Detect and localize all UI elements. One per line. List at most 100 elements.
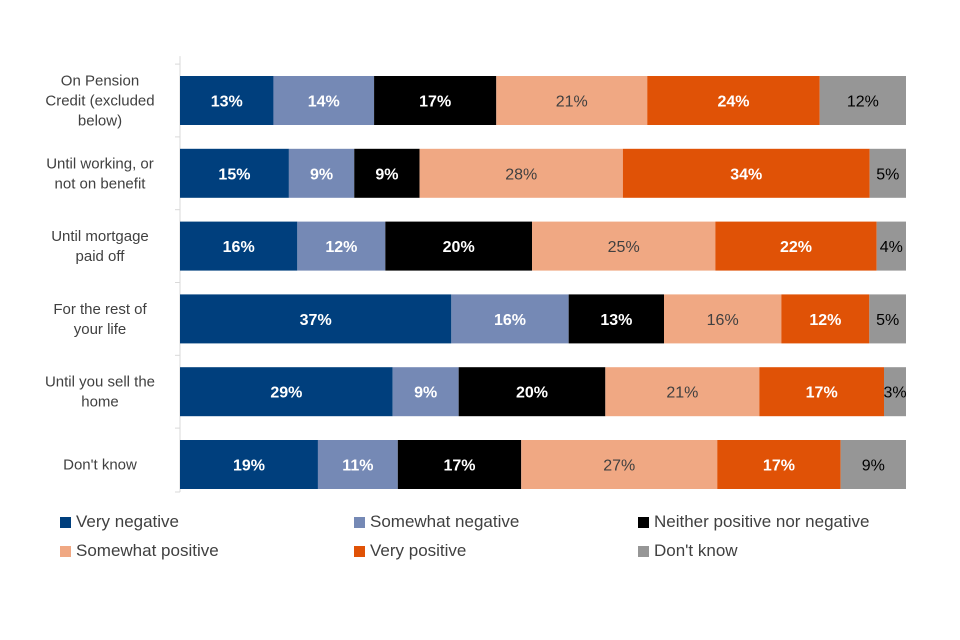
data-label: 15% xyxy=(218,166,250,183)
data-label: 5% xyxy=(876,166,899,183)
data-label: 37% xyxy=(300,312,332,329)
bar-segment xyxy=(392,367,459,417)
bar-segment xyxy=(180,76,274,125)
legend-label: Very negative xyxy=(76,512,180,531)
data-label: 17% xyxy=(763,458,795,475)
bar-segment xyxy=(354,148,420,198)
data-label: 9% xyxy=(310,166,333,183)
bar-segment xyxy=(521,440,718,489)
data-label: 4% xyxy=(880,239,903,256)
category-label: Until mortgage paid off xyxy=(51,228,149,265)
data-label: 24% xyxy=(717,94,749,111)
data-label: 16% xyxy=(494,312,526,329)
legend-swatch xyxy=(60,545,71,557)
data-label: 16% xyxy=(223,239,255,256)
bar-segment xyxy=(568,294,664,344)
bar-segment xyxy=(496,76,648,125)
data-label: 25% xyxy=(608,239,640,256)
bar-segment xyxy=(605,367,760,417)
bar-segment xyxy=(180,367,393,417)
legend-item: Neither positive nor negative xyxy=(638,512,869,532)
data-label: 9% xyxy=(414,385,437,402)
data-label: 12% xyxy=(325,239,357,256)
data-label: 17% xyxy=(806,385,838,402)
data-label: 13% xyxy=(600,312,632,329)
bar-segment xyxy=(180,440,318,489)
category-label: Until working, or not on benefit xyxy=(46,155,154,192)
bar-segment xyxy=(180,294,452,344)
bar-segment xyxy=(385,221,532,271)
data-label: 12% xyxy=(847,94,879,111)
data-label: 9% xyxy=(862,458,885,475)
chart-bars: 13% 14% 17% 21% 24% 12% 15% 9% 9% 28% 34% 5% 16% 12% 2… xyxy=(180,76,907,489)
legend-label: Very positive xyxy=(370,541,467,560)
legend-swatch xyxy=(638,516,649,528)
data-label: 16% xyxy=(707,312,739,329)
data-label: 27% xyxy=(603,458,635,475)
bar-segment xyxy=(273,76,375,125)
bar-segment xyxy=(419,148,623,198)
data-label: 12% xyxy=(809,312,841,329)
bar-segment xyxy=(451,294,569,344)
legend-label: Neither positive nor negative xyxy=(654,512,870,531)
bar-segment xyxy=(288,148,355,198)
category-label: For the rest of your life xyxy=(53,301,147,338)
category-label: Until you sell the home xyxy=(45,374,155,411)
bar-segment xyxy=(622,148,870,198)
data-label: 28% xyxy=(505,166,537,183)
data-label: 21% xyxy=(666,385,698,402)
bar-segment xyxy=(297,221,386,271)
bar-segment xyxy=(759,367,884,417)
data-label: 29% xyxy=(270,385,302,402)
data-label: 22% xyxy=(780,239,812,256)
legend-swatch xyxy=(354,516,365,528)
legend-swatch xyxy=(60,516,71,528)
bar-segment xyxy=(647,76,820,125)
bar-segment xyxy=(374,76,497,125)
bar-segment xyxy=(819,76,906,125)
legend-swatch xyxy=(638,545,649,557)
data-label: 14% xyxy=(308,94,340,111)
chart-axis xyxy=(175,56,181,493)
data-label: 34% xyxy=(730,166,762,183)
data-label: 20% xyxy=(516,385,548,402)
bar-segment xyxy=(715,221,877,271)
bar-segment xyxy=(869,148,906,198)
legend-item: Don't know xyxy=(638,541,738,561)
bar-segment xyxy=(180,148,289,198)
legend-item: Very negative xyxy=(60,512,179,532)
chart-category-labels: On Pension Credit (excluded below) Until wo… xyxy=(45,73,155,474)
bar-segment xyxy=(532,221,716,271)
bar-segment xyxy=(397,440,522,489)
bar-segment xyxy=(180,221,298,271)
legend-label: Don't know xyxy=(654,541,738,560)
bar-segment xyxy=(869,294,906,344)
data-label: 3% xyxy=(883,385,906,402)
data-label: 5% xyxy=(876,312,899,329)
data-label: 9% xyxy=(375,166,398,183)
bar-segment xyxy=(876,221,906,271)
bar-segment xyxy=(884,367,906,417)
data-label: 17% xyxy=(443,458,475,475)
legend-label: Somewhat negative xyxy=(370,512,520,531)
legend-item: Somewhat negative xyxy=(354,512,519,532)
legend-item: Very positive xyxy=(354,541,466,561)
data-label: 19% xyxy=(233,458,265,475)
bar-segment xyxy=(717,440,841,489)
legend-item: Somewhat positive xyxy=(60,541,219,561)
data-label: 11% xyxy=(342,458,373,475)
legend-swatch xyxy=(354,545,365,557)
bar-segment xyxy=(781,294,870,344)
data-label: 20% xyxy=(443,239,475,256)
legend-label: Somewhat positive xyxy=(76,541,219,560)
bar-segment xyxy=(840,440,906,489)
bar-segment xyxy=(664,294,782,344)
bar-segment xyxy=(317,440,398,489)
data-label: 13% xyxy=(211,94,243,111)
category-label: On Pension Credit (excluded below) xyxy=(45,73,154,130)
data-label: 21% xyxy=(556,94,588,111)
data-label: 17% xyxy=(419,94,451,111)
category-label: Don't know xyxy=(63,457,137,474)
bar-segment xyxy=(458,367,606,417)
